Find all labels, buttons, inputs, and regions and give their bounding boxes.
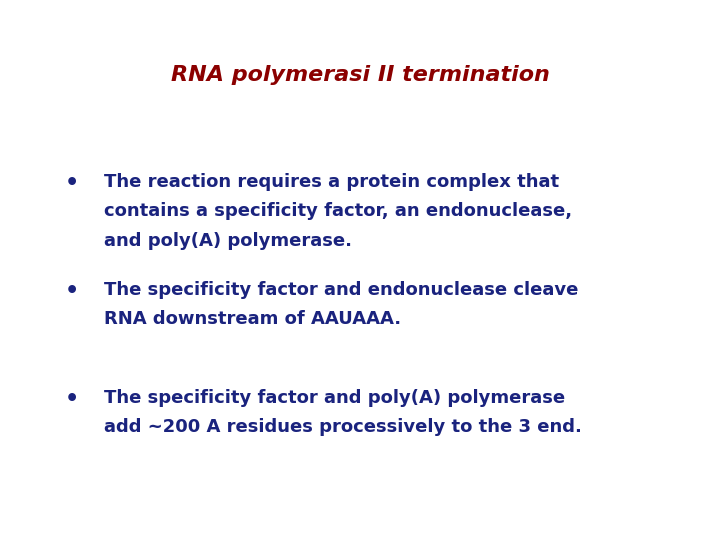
Text: The specificity factor and poly(A) polymerase: The specificity factor and poly(A) polym… [104, 389, 565, 407]
Text: contains a specificity factor, an endonuclease,: contains a specificity factor, an endonu… [104, 202, 572, 220]
Text: •: • [65, 281, 79, 301]
Text: •: • [65, 173, 79, 193]
Text: •: • [65, 389, 79, 409]
Text: RNA polymerasi II termination: RNA polymerasi II termination [171, 65, 549, 85]
Text: add ~200 A residues processively to the 3 end.: add ~200 A residues processively to the … [104, 418, 582, 436]
Text: RNA downstream of AAUAAA.: RNA downstream of AAUAAA. [104, 310, 402, 328]
Text: and poly(A) polymerase.: and poly(A) polymerase. [104, 232, 352, 250]
Text: The reaction requires a protein complex that: The reaction requires a protein complex … [104, 173, 559, 191]
Text: The specificity factor and endonuclease cleave: The specificity factor and endonuclease … [104, 281, 579, 299]
